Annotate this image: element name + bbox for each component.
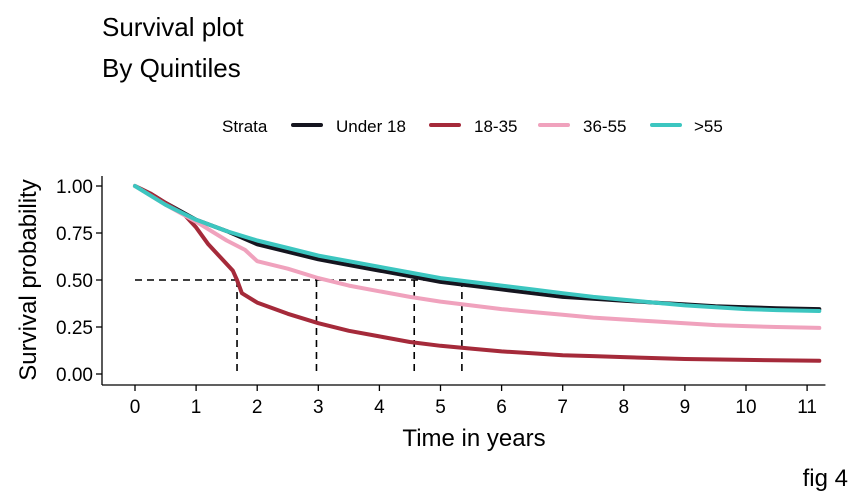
chart-subtitle: By Quintiles (102, 53, 241, 83)
legend-label: Under 18 (336, 117, 406, 136)
figure-caption: fig 4 (803, 465, 848, 492)
axes: 0.00 0.25 0.50 0.75 1.00 0 1 2 3 4 5 6 7 8 9 10 11 (56, 176, 826, 418)
x-tick-label: 1 (191, 397, 202, 418)
x-axis-title: Time in years (402, 425, 545, 452)
x-tick-label: 8 (619, 397, 630, 418)
legend: Strata Under 18 18-35 36-55 >55 (222, 117, 723, 136)
legend-label: 36-55 (583, 117, 626, 136)
y-tick-label: 0.00 (56, 365, 93, 386)
y-tick-label: 1.00 (56, 177, 93, 198)
y-tick-label: 0.25 (56, 318, 93, 339)
series-lines (133, 184, 822, 363)
series-line--55 (133, 184, 822, 313)
x-tick-label: 11 (797, 397, 817, 418)
series-line-36-55 (133, 184, 822, 330)
y-tick-label: 0.75 (56, 224, 93, 245)
x-tick-label: 9 (680, 397, 691, 418)
x-tick-label: 0 (130, 397, 141, 418)
y-axis-title: Survival probability (15, 179, 42, 380)
legend-label: >55 (694, 117, 723, 136)
y-tick-label: 0.50 (56, 271, 93, 292)
chart-title: Survival plot (102, 12, 244, 42)
legend-label: 18-35 (474, 117, 517, 136)
x-tick-label: 3 (313, 397, 324, 418)
x-tick-label: 2 (252, 397, 263, 418)
x-tick-label: 7 (557, 397, 568, 418)
legend-title: Strata (222, 117, 268, 136)
series-line-18-35 (133, 184, 822, 363)
x-tick-label: 5 (435, 397, 446, 418)
median-reference-lines (135, 279, 463, 374)
x-tick-label: 10 (735, 397, 756, 418)
x-tick-label: 4 (374, 397, 385, 418)
x-tick-label: 6 (496, 397, 507, 418)
